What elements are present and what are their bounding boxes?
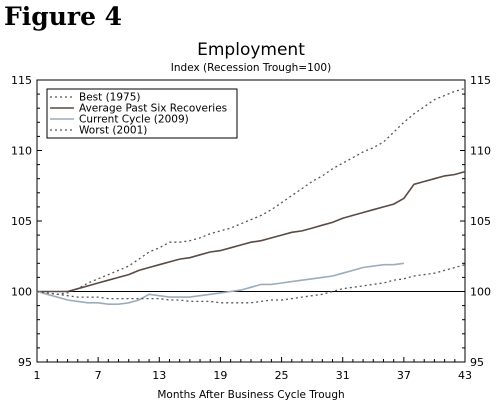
y-tick-label-left: 110 xyxy=(11,145,32,158)
series-line-2 xyxy=(37,170,466,293)
y-tick-label-left: 105 xyxy=(11,215,32,228)
chart-axes: 95 95 100 100 105 105 110 110 115 115 1 7 13 19 25 31 37… xyxy=(11,74,491,382)
x-tick-label: 25 xyxy=(275,369,289,382)
y-tick-label-left: 115 xyxy=(11,74,32,87)
y-tick-label-right: 95 xyxy=(470,356,484,369)
x-axis-label: Months After Business Cycle Trough xyxy=(157,389,345,401)
y-tick-label-right: 105 xyxy=(470,215,491,228)
x-tick-label: 13 xyxy=(152,369,166,382)
series-line-4 xyxy=(36,264,466,304)
legend-box xyxy=(46,88,238,139)
x-tick-label: 37 xyxy=(397,369,411,382)
x-tick-label: 43 xyxy=(458,369,472,382)
figure-label: Figure 4 xyxy=(4,2,123,31)
x-tick-label: 7 xyxy=(95,369,102,382)
legend-label-1: Best (1975) xyxy=(79,92,141,104)
legend-label-2: Average Past Six Recoveries xyxy=(79,103,227,115)
x-tick-label: 1 xyxy=(34,369,41,382)
x-tick-label: 31 xyxy=(336,369,350,382)
y-tick-label-left: 100 xyxy=(11,286,32,299)
series-line-3 xyxy=(36,262,405,306)
y-tick-label-left: 95 xyxy=(18,356,32,369)
x-tick-label: 19 xyxy=(213,369,227,382)
chart-title: Employment xyxy=(197,40,305,60)
legend-label-4: Worst (2001) xyxy=(79,125,147,137)
y-tick-label-right: 100 xyxy=(470,286,491,299)
legend-label-3: Current Cycle (2009) xyxy=(79,114,189,126)
chart-series xyxy=(36,87,466,306)
chart-subtitle: Index (Recession Trough=100) xyxy=(170,62,332,74)
series-line-1 xyxy=(36,87,466,295)
chart-legend: Best (1975)Average Past Six RecoveriesCu… xyxy=(46,88,238,139)
y-tick-label-right: 110 xyxy=(470,145,491,158)
y-tick-label-right: 115 xyxy=(470,74,491,87)
